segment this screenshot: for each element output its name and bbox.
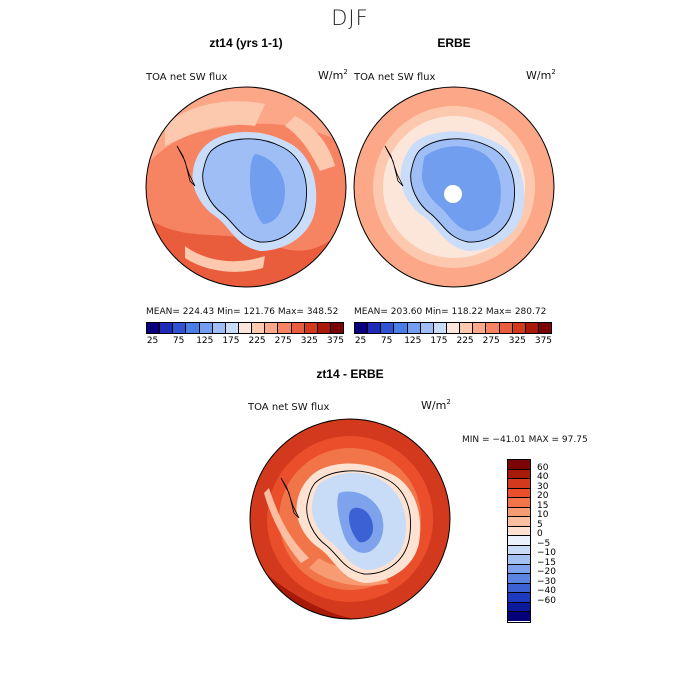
panel1-title: zt14 (yrs 1-1) <box>209 36 283 50</box>
colorbar-swatch <box>508 469 530 480</box>
colorbar-tick-label: 375 <box>326 336 345 346</box>
colorbar-tick-label: 375 <box>534 336 553 346</box>
colorbar-swatch <box>508 593 530 603</box>
colorbar-swatch <box>355 323 369 333</box>
panel3-colorbar <box>507 459 531 623</box>
colorbar-swatch <box>508 460 530 470</box>
colorbar-swatch <box>460 323 474 333</box>
colorbar-tick-label: 325 <box>508 336 526 346</box>
panel2-colorbar <box>354 322 552 334</box>
panel3-colorbar-ticks: 60 40 30 20 15 10 5 0 −5 −10 −15 −20 −30 −40 −60 <box>537 459 577 621</box>
panel2-variable-label: TOA net SW flux <box>354 72 436 83</box>
panel3-polar-map <box>249 418 451 620</box>
colorbar-tick-label: 75 <box>172 336 185 346</box>
panel1-variable-label: TOA net SW flux <box>146 72 228 83</box>
colorbar-tick-label: −30 <box>537 576 556 587</box>
colorbar-swatch <box>508 488 530 499</box>
colorbar-swatch <box>508 583 530 594</box>
colorbar-tick-label: 175 <box>222 336 240 346</box>
colorbar-tick-label: 225 <box>248 336 266 346</box>
colorbar-swatch <box>291 323 305 333</box>
colorbar-swatch <box>508 555 530 565</box>
colorbar-tick-label: −60 <box>537 595 556 606</box>
colorbar-swatch <box>317 323 331 333</box>
panel3-stats: MIN = −41.01 MAX = 97.75 <box>462 435 588 445</box>
colorbar-tick-label: −15 <box>537 557 556 568</box>
colorbar-swatch <box>278 323 292 333</box>
colorbar-tick-label: −5 <box>537 538 551 549</box>
panel2-title: ERBE <box>437 36 471 50</box>
colorbar-tick-label: 75 <box>380 336 393 346</box>
colorbar-swatch <box>508 545 530 556</box>
colorbar-swatch <box>508 507 530 518</box>
colorbar-tick-label: 325 <box>300 336 318 346</box>
colorbar-swatch <box>508 526 530 537</box>
colorbar-swatch <box>433 323 447 333</box>
colorbar-swatch <box>538 323 552 333</box>
colorbar-tick-label: 125 <box>196 336 214 346</box>
colorbar-swatch <box>238 323 253 333</box>
colorbar-tick-label: 275 <box>274 336 292 346</box>
colorbar-tick-label: 60 <box>537 462 549 473</box>
colorbar-swatch <box>368 323 382 333</box>
colorbar-swatch <box>265 323 279 333</box>
panel3-title: zt14 - ERBE <box>316 367 384 381</box>
colorbar-tick-label: 30 <box>537 481 549 492</box>
colorbar-swatch <box>508 574 530 584</box>
panel2-polar-map <box>353 86 555 288</box>
colorbar-swatch <box>508 602 530 613</box>
colorbar-swatch <box>508 564 530 575</box>
colorbar-swatch <box>499 323 513 333</box>
colorbar-tick-label: 275 <box>482 336 500 346</box>
colorbar-tick-label: 25 <box>146 336 159 346</box>
colorbar-swatch <box>486 323 500 333</box>
colorbar-swatch <box>420 323 434 333</box>
colorbar-swatch <box>407 323 421 333</box>
panel3-units: W/m2 <box>421 398 451 412</box>
colorbar-swatch <box>304 323 318 333</box>
colorbar-swatch <box>330 323 344 333</box>
colorbar-tick-label: 0 <box>537 529 543 540</box>
colorbar-tick-label: 25 <box>354 336 367 346</box>
colorbar-swatch <box>225 323 239 333</box>
colorbar-swatch <box>173 323 187 333</box>
colorbar-tick-label: 5 <box>537 519 543 530</box>
colorbar-tick-label: 15 <box>537 500 549 511</box>
colorbar-tick-label: −20 <box>537 567 556 578</box>
colorbar-tick-label: 175 <box>430 336 448 346</box>
colorbar-swatch <box>186 323 200 333</box>
panel2-units: W/m2 <box>526 68 556 82</box>
colorbar-swatch <box>199 323 213 333</box>
figure-title: DJF <box>331 6 369 30</box>
colorbar-swatch <box>525 323 539 333</box>
colorbar-swatch <box>394 323 408 333</box>
colorbar-swatch <box>473 323 487 333</box>
panel2-stats: MEAN= 203.60 Min= 118.22 Max= 280.72 <box>354 307 547 317</box>
colorbar-swatch <box>212 323 226 333</box>
colorbar-tick-label: 125 <box>404 336 422 346</box>
panel1-units: W/m2 <box>318 68 348 82</box>
colorbar-tick-label: −10 <box>537 548 556 559</box>
colorbar-swatch <box>160 323 174 333</box>
colorbar-swatch <box>381 323 395 333</box>
colorbar-swatch <box>512 323 526 333</box>
colorbar-tick-label: 40 <box>537 472 549 483</box>
colorbar-swatch <box>252 323 266 333</box>
panel1-colorbar <box>146 322 344 334</box>
colorbar-swatch <box>508 612 530 621</box>
colorbar-swatch <box>147 323 161 333</box>
colorbar-tick-label: 225 <box>456 336 474 346</box>
colorbar-tick-label: 10 <box>537 510 549 521</box>
colorbar-tick-label: −40 <box>537 586 556 597</box>
colorbar-swatch <box>446 323 461 333</box>
panel1-stats: MEAN= 224.43 Min= 121.76 Max= 348.52 <box>146 307 339 317</box>
colorbar-swatch <box>508 536 530 546</box>
panel1-polar-map <box>145 86 347 288</box>
colorbar-tick-label: 20 <box>537 491 549 502</box>
panel3-variable-label: TOA net SW flux <box>248 402 330 413</box>
colorbar-swatch <box>508 498 530 508</box>
colorbar-swatch <box>508 479 530 489</box>
colorbar-swatch <box>508 517 530 527</box>
